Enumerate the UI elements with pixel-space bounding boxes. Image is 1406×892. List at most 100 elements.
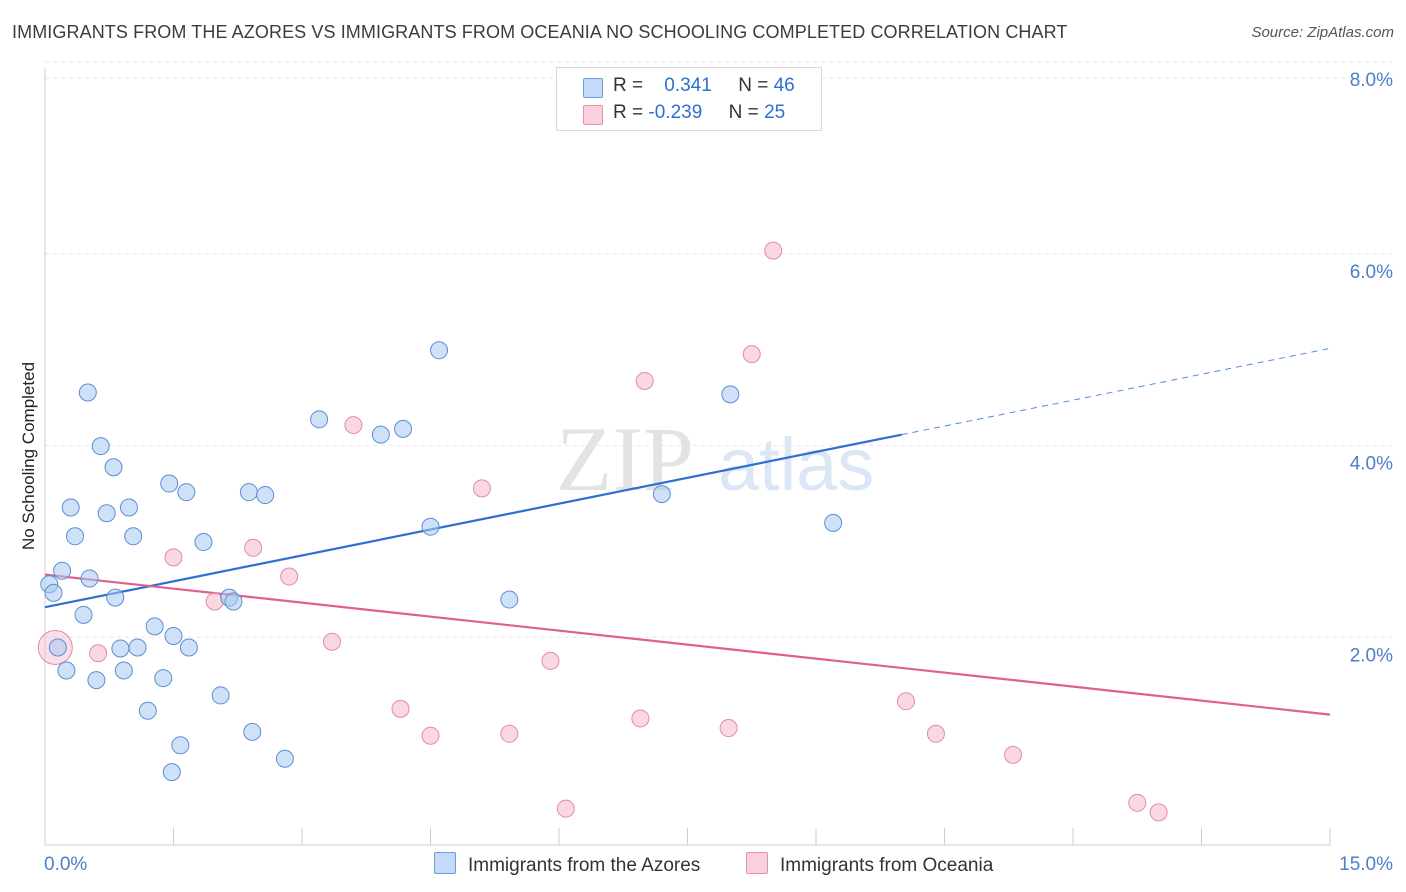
bottom-legend-label-azores: Immigrants from the Azores (468, 855, 701, 876)
data-point-azores (61, 498, 80, 517)
data-point-azores (275, 749, 294, 768)
legend-swatch-oceania (583, 105, 603, 125)
data-point-azores (65, 527, 84, 546)
data-point-oceania (896, 692, 915, 711)
bottom-legend-azores: Immigrants from the Azores (434, 852, 700, 877)
data-point-oceania (1004, 745, 1023, 764)
correlation-legend: R = 0.341 N = 46 R = -0.239 N = 25 (556, 67, 822, 131)
data-point-azores (154, 669, 173, 688)
data-point-azores (128, 638, 147, 657)
data-point-azores (179, 638, 198, 657)
y-tick-label: 8.0% (1350, 70, 1393, 91)
data-point-azores (119, 498, 138, 517)
legend-n-label: N = (728, 102, 759, 123)
data-point-azores (97, 504, 116, 523)
y-tick-label: 2.0% (1350, 645, 1393, 666)
data-point-azores (824, 513, 843, 532)
data-point-oceania (244, 538, 263, 557)
data-point-oceania (635, 371, 654, 390)
data-point-azores (80, 569, 99, 588)
y-tick-label: 4.0% (1350, 454, 1393, 475)
data-point-azores (124, 527, 143, 546)
bottom-legend-swatch-oceania (746, 852, 768, 874)
legend-r-value: 0.341 (664, 75, 712, 96)
data-point-oceania (391, 699, 410, 718)
trend-lines (44, 347, 1331, 716)
bottom-legend-oceania: Immigrants from Oceania (746, 852, 993, 877)
data-point-azores (394, 419, 413, 438)
legend-n-label: N = (738, 75, 769, 96)
data-point-azores (106, 588, 125, 607)
trend-line-azores (44, 433, 902, 609)
data-point-azores (421, 517, 440, 536)
data-points (37, 241, 1168, 822)
tick-labels: 2.0% 4.0% 6.0% 8.0% 0.0% 15.0% (44, 70, 1393, 875)
data-point-oceania (764, 241, 783, 260)
data-point-azores (57, 661, 76, 680)
bottom-legend-label-oceania: Immigrants from Oceania (780, 855, 994, 876)
x-tick-label: 0.0% (44, 854, 87, 875)
watermark-zip: ZIP (556, 408, 694, 510)
data-point-oceania (500, 724, 519, 743)
data-point-azores (91, 437, 110, 456)
data-point-azores (145, 617, 164, 636)
data-point-azores (243, 722, 262, 741)
x-tick-label: 15.0% (1339, 854, 1393, 875)
data-point-azores (44, 583, 63, 602)
data-point-oceania (322, 632, 341, 651)
chart-title: IMMIGRANTS FROM THE AZORES VS IMMIGRANTS… (12, 22, 1068, 42)
data-point-azores (53, 561, 72, 580)
data-point-azores (177, 483, 196, 502)
y-tick-label: 6.0% (1350, 262, 1393, 283)
data-point-oceania (472, 479, 491, 498)
data-point-azores (310, 410, 329, 429)
data-point-azores (194, 533, 213, 552)
data-point-azores (48, 638, 67, 657)
data-point-azores (74, 605, 93, 624)
data-point-oceania (556, 799, 575, 818)
legend-n-value: 46 (773, 75, 795, 96)
data-point-azores (87, 671, 106, 690)
watermark: ZIP atlas (556, 408, 874, 510)
data-point-azores (256, 486, 275, 505)
data-point-azores (138, 701, 157, 720)
data-point-oceania (631, 709, 650, 728)
data-point-oceania (926, 724, 945, 743)
data-point-azores (430, 341, 449, 360)
axes (44, 68, 1331, 846)
legend-swatch-azores (583, 78, 603, 98)
legend-r-label: R = (613, 75, 644, 96)
y-axis-label: No Schooling Completed (19, 362, 38, 550)
data-point-azores (224, 592, 243, 611)
watermark-atlas: atlas (718, 423, 874, 506)
data-point-oceania (1128, 793, 1147, 812)
data-point-azores (114, 661, 133, 680)
data-point-azores (211, 686, 230, 705)
data-point-azores (500, 590, 519, 609)
data-point-oceania (280, 567, 299, 586)
data-point-azores (111, 639, 130, 658)
trend-line-azores-extension (901, 347, 1331, 436)
data-point-oceania (541, 651, 560, 670)
data-point-azores (371, 425, 390, 444)
data-point-azores (652, 485, 671, 504)
data-point-azores (164, 626, 183, 645)
data-point-azores (160, 474, 179, 493)
legend-r-label: R = (613, 102, 644, 123)
data-point-oceania (742, 345, 761, 364)
data-point-azores (104, 458, 123, 477)
data-point-oceania (164, 548, 183, 567)
data-point-azores (171, 736, 190, 755)
data-point-oceania (719, 719, 738, 738)
data-point-azores (239, 483, 258, 502)
data-point-oceania (1149, 803, 1168, 822)
legend-n-value: 25 (764, 102, 786, 123)
data-point-oceania (421, 726, 440, 745)
data-point-azores (721, 385, 740, 404)
legend-r-value: -0.239 (648, 102, 703, 123)
bottom-legend-swatch-azores (434, 852, 456, 874)
data-point-azores (78, 383, 97, 402)
trend-line-oceania (44, 573, 1331, 716)
data-point-oceania (89, 644, 108, 663)
